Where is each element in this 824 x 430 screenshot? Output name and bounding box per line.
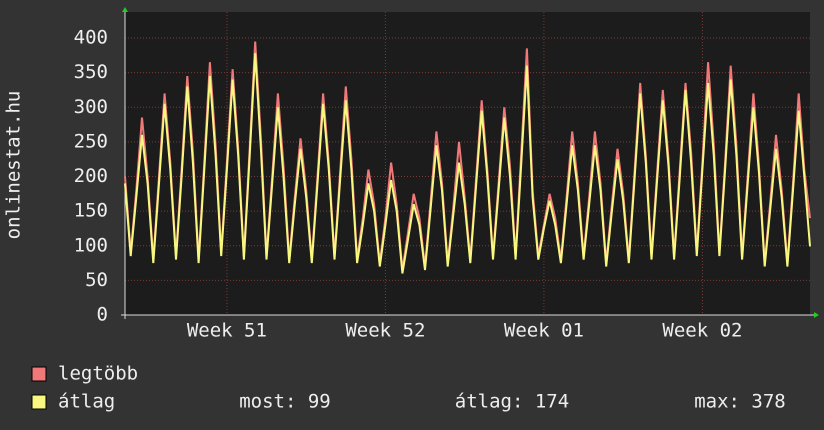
y-tick-label: 400 [74, 27, 108, 49]
y-tick-label: 200 [74, 165, 108, 187]
y-tick-label: 150 [74, 200, 108, 222]
axis-arrow [122, 7, 128, 12]
axis-arrow [814, 312, 819, 318]
stat: most: 99 [239, 391, 331, 413]
y-axis-label: onlinestat.hu [3, 91, 25, 240]
x-tick-label: Week 51 [187, 320, 267, 342]
legend-label: átlag [58, 391, 115, 413]
y-tick-label: 350 [74, 61, 108, 83]
y-tick-label: 0 [97, 304, 108, 326]
x-tick-label: Week 02 [662, 320, 742, 342]
stat: átlag: 174 [455, 391, 569, 413]
y-tick-label: 250 [74, 130, 108, 152]
y-tick-label: 50 [85, 269, 108, 291]
x-tick-label: Week 01 [504, 320, 584, 342]
x-tick-label: Week 52 [345, 320, 425, 342]
y-tick-label: 300 [74, 96, 108, 118]
legend-swatch [31, 394, 47, 410]
series-line [124, 53, 811, 274]
stat: max: 378 [694, 391, 786, 413]
legend-label: legtöbb [58, 363, 138, 385]
y-tick-label: 100 [74, 234, 108, 256]
legend-swatch [31, 366, 47, 382]
